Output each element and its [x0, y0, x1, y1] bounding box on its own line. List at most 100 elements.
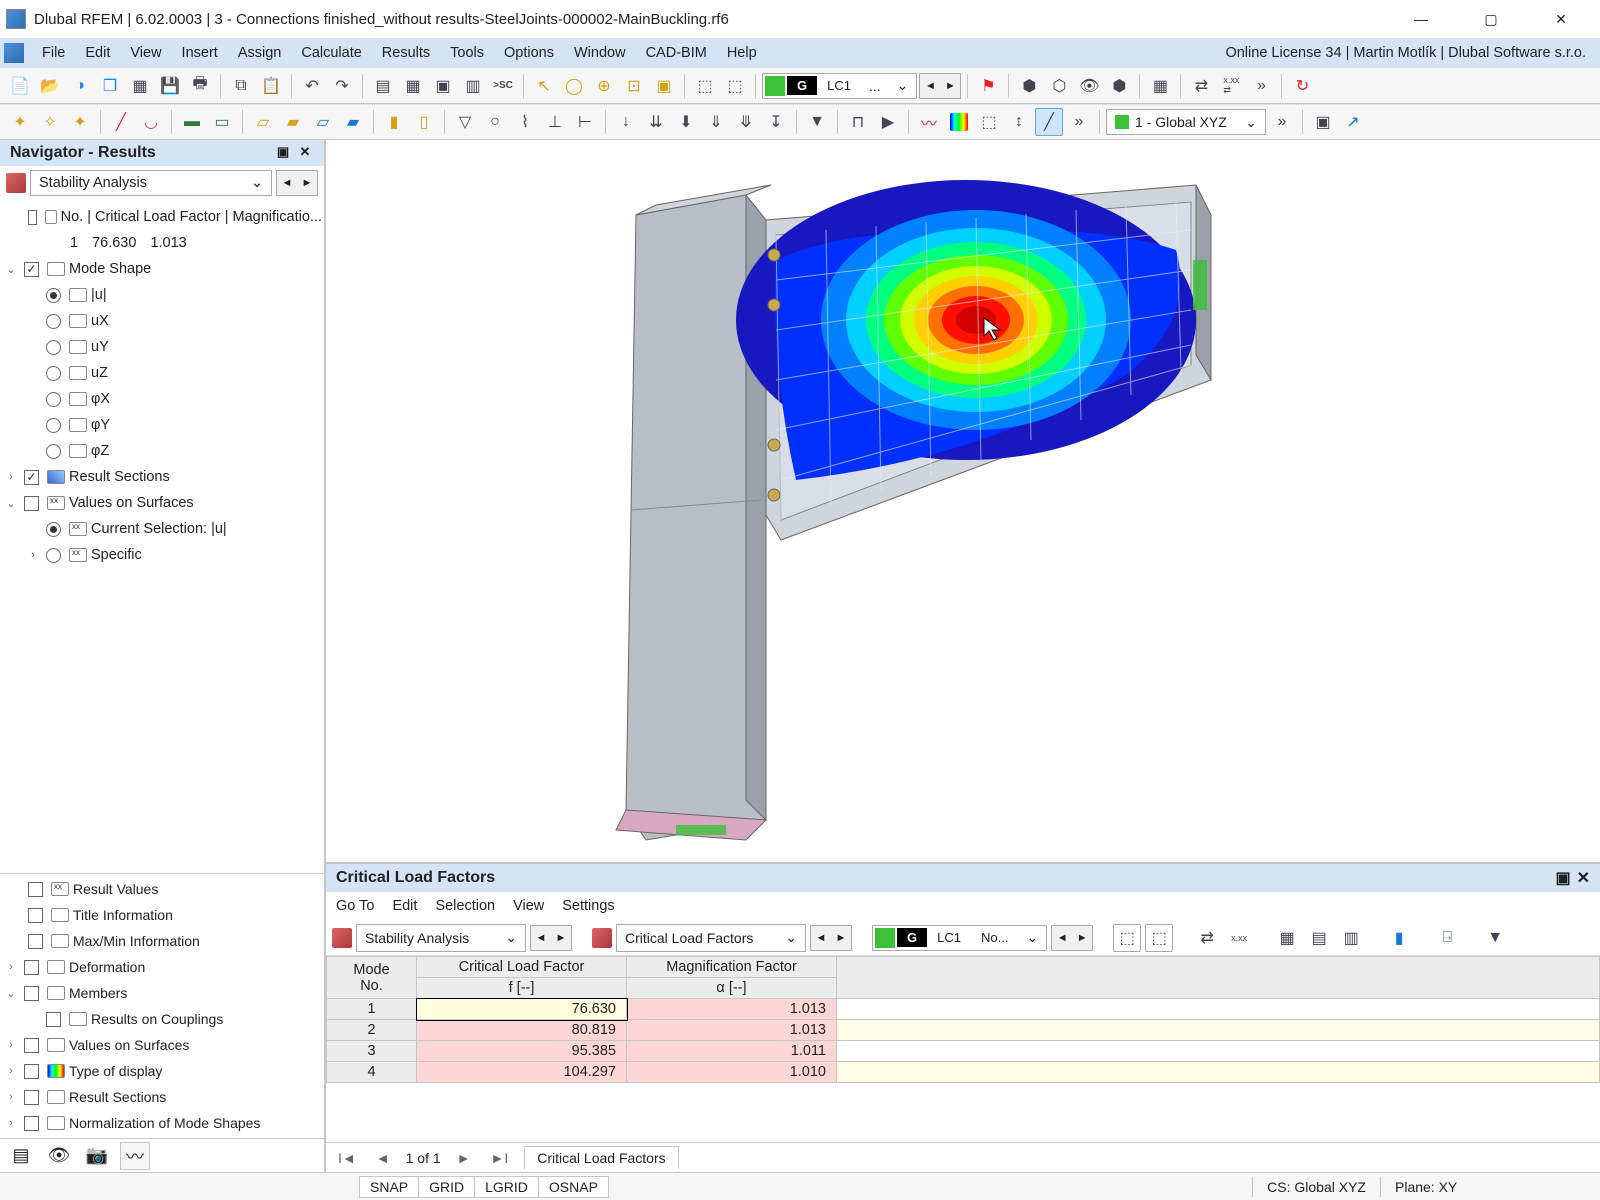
- vos-checkbox[interactable]: [24, 496, 39, 511]
- menu-edit[interactable]: Edit: [75, 41, 120, 65]
- table-row[interactable]: 395.3851.011: [327, 1041, 1600, 1062]
- solid-icon[interactable]: ▮: [380, 108, 408, 136]
- mode-uz[interactable]: uZ: [91, 365, 108, 381]
- more-2-icon[interactable]: »: [1065, 108, 1093, 136]
- surface2-icon[interactable]: ▰: [279, 108, 307, 136]
- script-icon[interactable]: >SC: [489, 72, 517, 100]
- member2-icon[interactable]: ▭: [208, 108, 236, 136]
- status-grid[interactable]: GRID: [418, 1176, 475, 1198]
- results-menu-settings[interactable]: Settings: [562, 898, 614, 914]
- mem-checkbox[interactable]: [24, 986, 39, 1001]
- tab-results-icon[interactable]: 〰: [120, 1142, 150, 1170]
- exp-def[interactable]: ›: [2, 961, 20, 973]
- navigator-close-icon[interactable]: ✕: [296, 144, 314, 162]
- res-tbl1-icon[interactable]: ▦: [1273, 924, 1301, 952]
- expander-vos[interactable]: ⌄: [2, 497, 20, 510]
- results-nav-3[interactable]: ◄►: [1051, 925, 1093, 951]
- pager-last-icon[interactable]: ►I: [487, 1150, 513, 1166]
- open-icon[interactable]: 📂: [36, 72, 64, 100]
- def-checkbox[interactable]: [24, 960, 39, 975]
- vos2-checkbox[interactable]: [24, 1038, 39, 1053]
- current-selection-label[interactable]: Current Selection: |u|: [91, 521, 227, 537]
- exp-mem[interactable]: ⌄: [2, 987, 20, 1000]
- config-icon[interactable]: ▣: [1309, 108, 1337, 136]
- support-icon[interactable]: ▽: [451, 108, 479, 136]
- iso-2-icon[interactable]: ⬡: [1045, 72, 1073, 100]
- tab-eye-icon[interactable]: 👁: [44, 1142, 74, 1170]
- load-icon[interactable]: ↓: [612, 108, 640, 136]
- res-sel1-icon[interactable]: ⬚: [1113, 924, 1141, 952]
- mode-uy[interactable]: uY: [91, 339, 109, 355]
- table-row[interactable]: 4104.2971.010: [327, 1062, 1600, 1083]
- menu-insert[interactable]: Insert: [172, 41, 228, 65]
- contour-icon[interactable]: [945, 108, 973, 136]
- res-chart-icon[interactable]: ▮: [1385, 924, 1413, 952]
- table-icon[interactable]: ▤: [369, 72, 397, 100]
- menu-results[interactable]: Results: [372, 41, 440, 65]
- maximize-button[interactable]: ▢: [1468, 4, 1514, 34]
- load4-icon[interactable]: ⇓: [702, 108, 730, 136]
- print-icon[interactable]: 🖶: [186, 72, 214, 100]
- expander-mode[interactable]: ⌄: [2, 263, 20, 276]
- results-combo-2[interactable]: Critical Load Factors⌄: [616, 924, 806, 952]
- results-lc-selector[interactable]: G LC1 No... ⌄: [872, 925, 1047, 951]
- filter-icon[interactable]: ▼: [803, 108, 831, 136]
- surface4-icon[interactable]: ▰: [339, 108, 367, 136]
- zoom-all-icon[interactable]: ⊡: [620, 72, 648, 100]
- view-1-icon[interactable]: ⬚: [691, 72, 719, 100]
- results-menu-edit[interactable]: Edit: [392, 898, 417, 914]
- iso-3-icon[interactable]: ⬢: [1105, 72, 1133, 100]
- bottom-4[interactable]: Members: [69, 985, 127, 1001]
- close-button[interactable]: ✕: [1538, 4, 1584, 34]
- bottom-1[interactable]: Title Information: [73, 907, 173, 923]
- expander-spec[interactable]: ›: [24, 549, 42, 561]
- menu-options[interactable]: Options: [494, 41, 564, 65]
- mode-phiz[interactable]: φZ: [91, 443, 109, 459]
- mm-checkbox[interactable]: [28, 934, 43, 949]
- radio-phiy[interactable]: [46, 418, 61, 433]
- save-icon[interactable]: 💾: [156, 72, 184, 100]
- pager-prev-icon[interactable]: ◄: [372, 1150, 394, 1166]
- tod-checkbox[interactable]: [24, 1064, 39, 1079]
- results-close-icon[interactable]: ✕: [1577, 868, 1590, 888]
- member-icon[interactable]: ▬: [178, 108, 206, 136]
- copy-icon[interactable]: ⧉: [227, 72, 255, 100]
- iso-1-icon[interactable]: ⬢: [1015, 72, 1043, 100]
- mode-ux[interactable]: uX: [91, 313, 109, 329]
- zoom-window-icon[interactable]: ⊕: [590, 72, 618, 100]
- menu-window[interactable]: Window: [564, 41, 636, 65]
- status-osnap[interactable]: OSNAP: [538, 1176, 609, 1198]
- mode-phiy[interactable]: φY: [91, 417, 110, 433]
- release-icon[interactable]: ⊢: [571, 108, 599, 136]
- solid2-icon[interactable]: ▯: [410, 108, 438, 136]
- radio-spec[interactable]: [46, 548, 61, 563]
- roc-checkbox[interactable]: [46, 1012, 61, 1027]
- navigator-combo[interactable]: Stability Analysis ⌄: [30, 170, 272, 196]
- exp-tod[interactable]: ›: [2, 1065, 20, 1077]
- results-tab[interactable]: Critical Load Factors: [524, 1146, 678, 1169]
- menu-calculate[interactable]: Calculate: [291, 41, 371, 65]
- lasso-icon[interactable]: ◯: [560, 72, 588, 100]
- eye-icon[interactable]: 👁: [1075, 72, 1103, 100]
- deform-icon[interactable]: ⊓: [844, 108, 872, 136]
- load-case-selector[interactable]: G LC1 ... ⌄: [762, 73, 917, 99]
- cloud-icon[interactable]: ◑: [66, 72, 94, 100]
- rs2-checkbox[interactable]: [24, 1090, 39, 1105]
- coord-system-combo[interactable]: 1 - Global XYZ ⌄: [1106, 109, 1266, 135]
- results-combo-1[interactable]: Stability Analysis⌄: [356, 924, 526, 952]
- paste-icon[interactable]: 📋: [257, 72, 285, 100]
- menu-cadbim[interactable]: CAD-BIM: [636, 41, 717, 65]
- menu-file[interactable]: File: [32, 41, 75, 65]
- node2-icon[interactable]: ✧: [36, 108, 64, 136]
- bottom-3[interactable]: Deformation: [69, 959, 145, 975]
- menu-assign[interactable]: Assign: [228, 41, 292, 65]
- line2-icon[interactable]: ◡: [137, 108, 165, 136]
- rv-checkbox[interactable]: [28, 882, 43, 897]
- radio-u[interactable]: [46, 288, 61, 303]
- more-3-icon[interactable]: »: [1268, 108, 1296, 136]
- report-icon[interactable]: ▥: [459, 72, 487, 100]
- navigator-nav-arrows[interactable]: ◄►: [276, 170, 318, 196]
- undo-icon[interactable]: ↶: [298, 72, 326, 100]
- section-icon[interactable]: ╱: [1035, 108, 1063, 136]
- table-row[interactable]: 280.8191.013: [327, 1020, 1600, 1041]
